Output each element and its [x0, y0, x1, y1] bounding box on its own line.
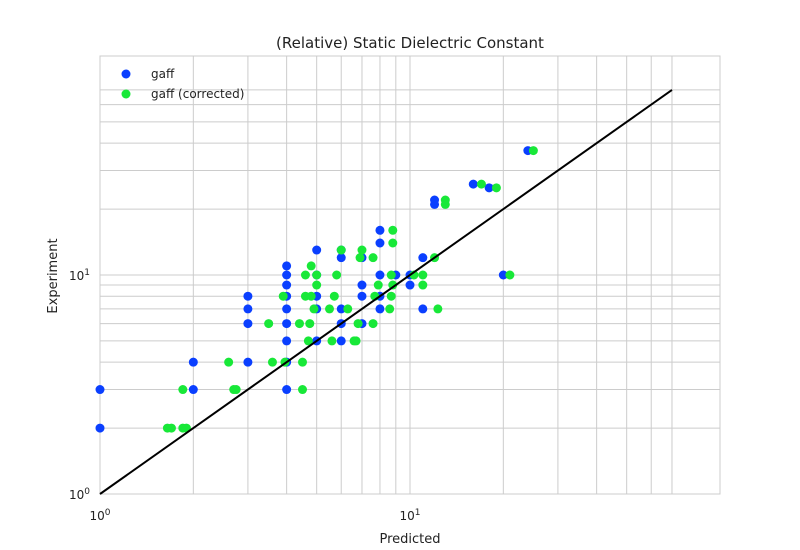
data-point [491, 183, 501, 193]
data-point [297, 385, 307, 395]
legend-label-gaff-corrected: gaff (corrected) [151, 87, 244, 101]
data-point [327, 336, 337, 346]
data-point [388, 238, 398, 248]
data-point [282, 261, 292, 271]
data-point [312, 270, 322, 280]
data-point [306, 291, 316, 301]
data-point [353, 319, 363, 329]
data-point [188, 357, 198, 367]
data-point [357, 245, 367, 255]
data-point [528, 146, 538, 156]
x-axis-label: Predicted [379, 532, 440, 547]
data-point [405, 280, 415, 290]
data-point [95, 423, 105, 433]
data-point [282, 270, 292, 280]
data-point [476, 179, 486, 189]
legend-label-gaff: gaff [151, 67, 175, 81]
data-point [329, 291, 339, 301]
legend: gaff gaff (corrected) [121, 67, 244, 101]
data-point [312, 280, 322, 290]
data-point [178, 385, 188, 395]
data-point [386, 291, 396, 301]
data-point [336, 253, 346, 263]
data-point [306, 261, 316, 271]
data-point [375, 270, 385, 280]
data-point [297, 357, 307, 367]
grid-lines [100, 56, 720, 494]
data-point [166, 423, 176, 433]
data-point [343, 304, 353, 314]
data-point [357, 280, 367, 290]
data-point [385, 304, 395, 314]
data-point [336, 336, 346, 346]
legend-marker-gaff-corrected [121, 89, 131, 99]
identity-line [99, 89, 673, 495]
data-point [264, 319, 274, 329]
data-point [468, 179, 478, 189]
data-point [357, 291, 367, 301]
data-point [418, 270, 428, 280]
chart-title: (Relative) Static Dielectric Constant [276, 34, 544, 52]
y-axis-label: Experiment [46, 238, 61, 313]
data-point [351, 336, 361, 346]
data-point [312, 245, 322, 255]
plot-frame [99, 55, 721, 495]
legend-marker-gaff [121, 69, 131, 79]
data-point [305, 319, 315, 329]
data-point [336, 304, 346, 314]
y-tick-labels: 100 101 [69, 268, 90, 502]
data-point [300, 270, 310, 280]
data-point [243, 291, 253, 301]
data-point [325, 304, 335, 314]
data-point [498, 270, 508, 280]
data-point [368, 319, 378, 329]
data-point [430, 195, 440, 205]
data-point [231, 385, 241, 395]
data-point [418, 304, 428, 314]
data-point [388, 280, 398, 290]
data-point [309, 304, 319, 314]
y-tick-label: 100 [69, 487, 90, 502]
data-point [433, 304, 443, 314]
data-point [303, 336, 313, 346]
data-point [375, 238, 385, 248]
data-point [418, 280, 428, 290]
data-point [282, 304, 292, 314]
data-point [332, 270, 342, 280]
data-point [373, 280, 383, 290]
x-tick-label: 100 [89, 508, 110, 523]
data-point [375, 225, 385, 235]
data-point [418, 253, 428, 263]
data-point [282, 319, 292, 329]
data-point [388, 225, 398, 235]
data-point [484, 183, 494, 193]
data-point [375, 304, 385, 314]
x-tick-labels: 100 101 [89, 508, 420, 523]
data-point [95, 385, 105, 395]
data-point [355, 253, 365, 263]
data-point [336, 245, 346, 255]
data-point [505, 270, 515, 280]
data-point [386, 270, 396, 280]
y-tick-label: 101 [69, 268, 90, 283]
data-point [224, 357, 234, 367]
data-point [282, 385, 292, 395]
data-point [294, 319, 304, 329]
data-point [243, 357, 253, 367]
data-point [267, 357, 277, 367]
data-point [368, 253, 378, 263]
x-tick-label: 101 [399, 508, 420, 523]
data-point [188, 385, 198, 395]
data-point [282, 336, 292, 346]
data-point [440, 195, 450, 205]
data-point [243, 319, 253, 329]
data-point [282, 280, 292, 290]
data-point [243, 304, 253, 314]
data-point [278, 291, 288, 301]
